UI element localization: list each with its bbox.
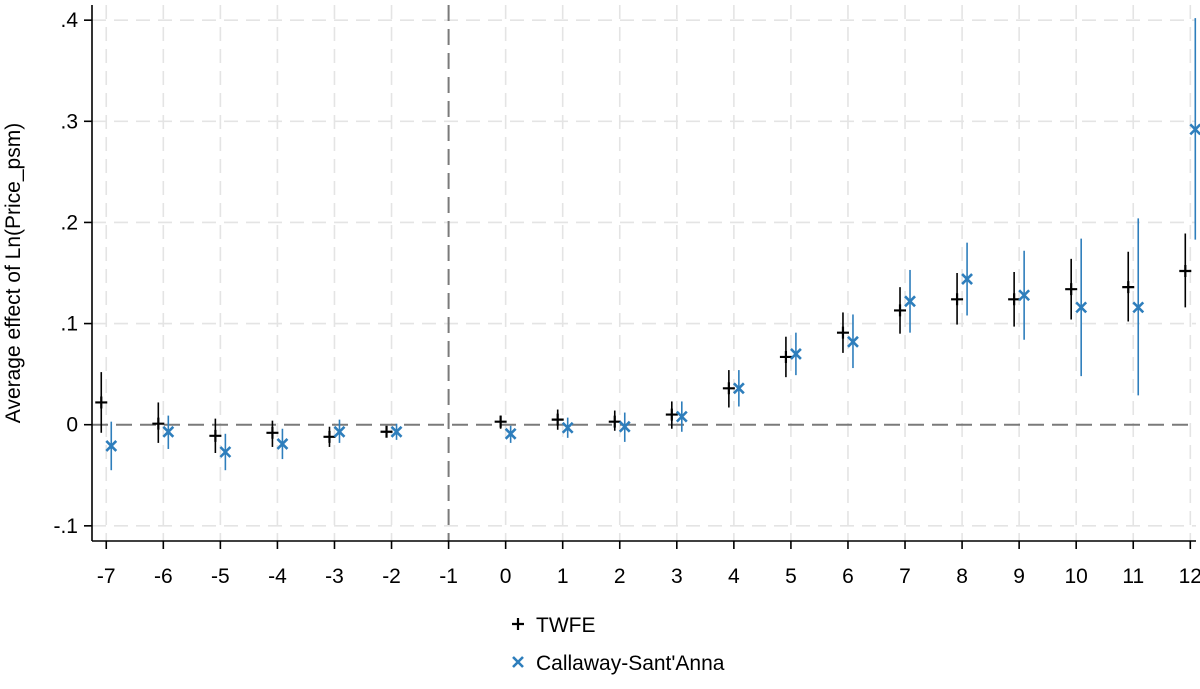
csa-point: [390, 425, 403, 438]
x-tick-label: 9: [1013, 565, 1025, 588]
x-tick-label: 3: [671, 565, 683, 588]
y-tick-label: .4: [60, 9, 78, 32]
csa-point: [162, 425, 175, 438]
y-tick-label: .1: [60, 313, 78, 336]
x-tick-label: 11: [1122, 565, 1144, 588]
twfe-point: [722, 382, 735, 395]
twfe-point: [152, 417, 165, 430]
x-tick-label: -5: [211, 565, 230, 588]
x-tick-label: 0: [500, 565, 512, 588]
x-tick-label: 10: [1065, 565, 1088, 588]
x-tick-label: -2: [382, 565, 401, 588]
twfe-point: [779, 350, 792, 363]
x-tick-label: 12: [1179, 565, 1200, 588]
twfe-point: [209, 429, 222, 442]
csa-point: [961, 273, 973, 285]
x-tick-label: -6: [154, 565, 173, 588]
series-x: [105, 18, 1200, 471]
csa-point: [789, 347, 802, 360]
twfe-point: [608, 415, 621, 428]
legend-twfe-marker: [512, 618, 524, 630]
grid-layer: [92, 5, 1196, 541]
twfe-point: [1008, 293, 1021, 306]
csa-point: [847, 335, 859, 348]
csa-point: [333, 425, 346, 438]
twfe-point: [551, 413, 564, 426]
csa-point: [504, 427, 517, 440]
twfe-point: [665, 408, 678, 421]
y-tick-label: .3: [60, 110, 78, 133]
csa-point: [1132, 301, 1145, 314]
x-tick-label: 5: [785, 565, 797, 588]
twfe-point: [1122, 281, 1135, 294]
x-tick-label: 1: [557, 565, 569, 588]
csa-point: [732, 382, 745, 395]
csa-point: [1018, 289, 1031, 302]
csa-point: [219, 446, 232, 458]
x-tick-label: -3: [325, 565, 344, 588]
y-tick-label: 0: [66, 414, 78, 437]
x-tick-label: 2: [614, 565, 626, 588]
x-tick-label: 7: [899, 565, 911, 588]
csa-point: [1075, 301, 1088, 314]
twfe-point: [494, 415, 507, 428]
x-tick-label: -1: [439, 565, 458, 588]
csa-point: [1189, 123, 1200, 136]
y-tick-label: -.1: [53, 515, 78, 538]
twfe-point: [95, 396, 108, 409]
legend-label: TWFE: [536, 614, 595, 637]
x-tick-label: -4: [268, 565, 287, 588]
csa-point: [105, 440, 118, 452]
twfe-point: [323, 430, 336, 443]
csa-point: [276, 437, 289, 450]
twfe-point: [836, 326, 849, 339]
series-layer: [95, 18, 1200, 471]
csa-point: [675, 410, 688, 423]
twfe-point: [266, 426, 279, 439]
csa-point: [904, 295, 916, 308]
x-tick-label: 8: [956, 565, 968, 588]
csa-point: [561, 421, 574, 434]
y-tick-label: .2: [60, 211, 78, 234]
csa-point: [618, 420, 631, 433]
reference-lines: [92, 5, 1196, 541]
twfe-point: [894, 304, 907, 317]
legend-label: Callaway-Sant'Anna: [536, 652, 725, 675]
legend: TWFE Callaway-Sant'Anna: [512, 614, 725, 675]
axes: -7 -6 -5 -4 -3 -2 -1 0 1 2 3 4 5 6 7 8 9 10 11 12-.10.1.2.3…: [53, 5, 1200, 588]
twfe-point: [1179, 264, 1192, 277]
series-plus: [95, 233, 1192, 454]
x-tick-label: -7: [97, 565, 116, 588]
twfe-point: [1065, 283, 1078, 296]
twfe-point: [380, 425, 393, 438]
legend-csa-marker: [512, 656, 524, 668]
y-axis-title: Average effect of Ln(Price_psm): [2, 123, 25, 423]
x-tick-label: 6: [842, 565, 854, 588]
twfe-point: [951, 293, 964, 306]
x-tick-label: 4: [728, 565, 740, 588]
